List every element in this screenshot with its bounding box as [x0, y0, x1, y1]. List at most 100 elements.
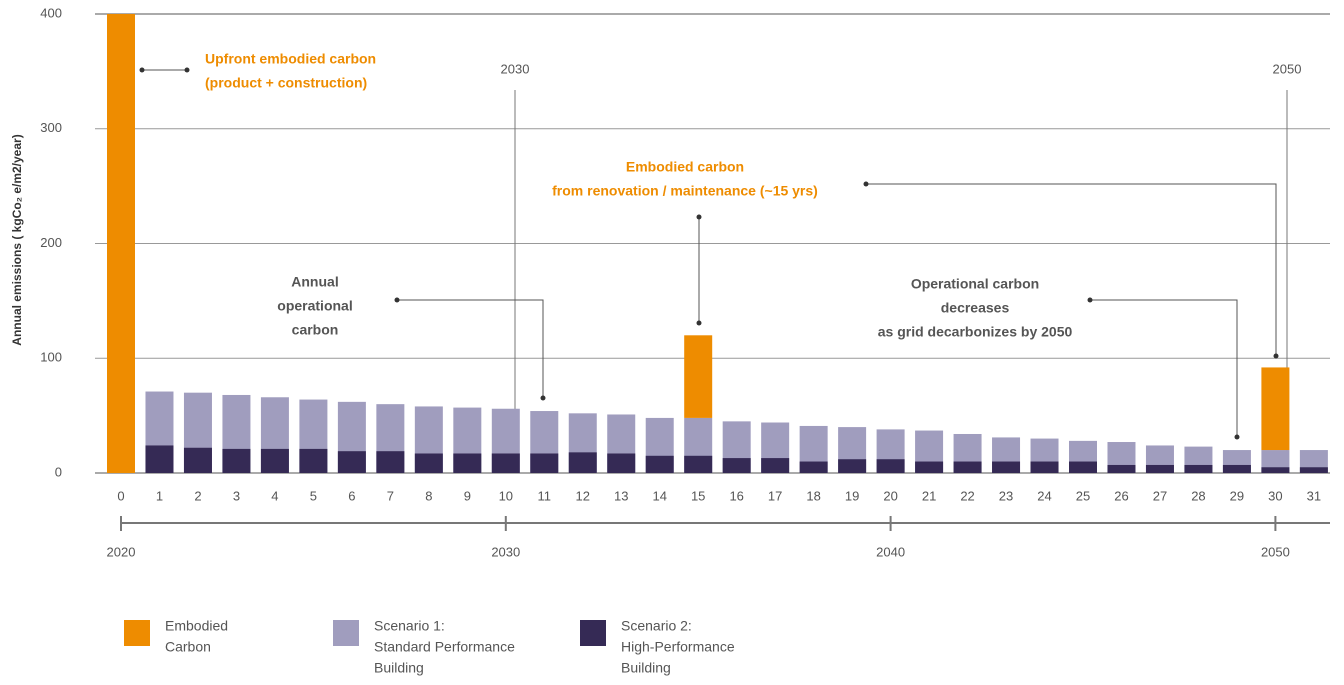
legend-label: Embodied [165, 618, 228, 634]
bar [1145, 464, 1174, 473]
legend-swatch [333, 620, 359, 646]
x-tick-label: 1 [156, 488, 163, 503]
x-tick-label: 2 [194, 488, 201, 503]
bar [915, 461, 944, 473]
legend-swatch [124, 620, 150, 646]
bar [607, 453, 636, 473]
bar [953, 461, 982, 473]
bar [568, 452, 597, 473]
y-tick-label: 400 [40, 5, 62, 20]
bar [1184, 464, 1213, 473]
legend-label: Scenario 1: [374, 618, 445, 634]
leader-dot [696, 320, 702, 326]
leader-line [1090, 299, 1238, 437]
y-tick-label: 300 [40, 120, 62, 135]
leader-line [866, 183, 1277, 356]
year-tick-label: 2020 [107, 544, 136, 559]
x-tick-label: 0 [117, 488, 124, 503]
leader-dot [394, 297, 400, 303]
bar [145, 445, 174, 473]
bar [645, 455, 674, 473]
y-tick-label: 0 [55, 464, 62, 479]
annotation: Embodied carbon [626, 159, 744, 175]
bar [722, 458, 751, 473]
reference-label: 2030 [501, 61, 530, 76]
annotation: operational [277, 298, 352, 314]
bar [453, 453, 482, 473]
x-tick-label: 24 [1037, 488, 1051, 503]
bar [761, 458, 790, 473]
bar [876, 459, 905, 473]
bar [1222, 464, 1251, 473]
x-tick-label: 4 [271, 488, 278, 503]
x-tick-label: 19 [845, 488, 859, 503]
x-tick-label: 22 [960, 488, 974, 503]
legend-label: Carbon [165, 639, 211, 655]
x-tick-label: 18 [806, 488, 820, 503]
bar [183, 447, 212, 473]
leader-dot [1087, 297, 1093, 303]
x-tick-label: 21 [922, 488, 936, 503]
annotation: Annual [291, 274, 338, 290]
x-tick-label: 14 [652, 488, 666, 503]
reference-label: 2050 [1273, 61, 1302, 76]
x-tick-label: 23 [999, 488, 1013, 503]
bar [1261, 367, 1290, 451]
legend-label: Building [621, 660, 671, 676]
bar [1107, 464, 1136, 473]
legend-label: Standard Performance [374, 639, 515, 655]
y-tick-label: 100 [40, 350, 62, 365]
leader-dot [863, 181, 869, 187]
x-tick-label: 15 [691, 488, 705, 503]
x-tick-label: 8 [425, 488, 432, 503]
year-tick-label: 2040 [876, 544, 905, 559]
x-tick-label: 9 [464, 488, 471, 503]
x-tick-label: 10 [499, 488, 513, 503]
bar [222, 448, 251, 473]
leader-dot [696, 214, 702, 220]
x-tick-label: 3 [233, 488, 240, 503]
legend-label: Building [374, 660, 424, 676]
bar [992, 461, 1021, 473]
x-tick-label: 28 [1191, 488, 1205, 503]
annotation: (product + construction) [205, 75, 367, 91]
bar [1299, 467, 1328, 473]
bar [337, 451, 366, 473]
legend-label: High-Performance [621, 639, 735, 655]
x-tick-label: 5 [310, 488, 317, 503]
leader-dot [184, 67, 190, 73]
bar [1030, 461, 1059, 473]
x-tick-label: 11 [538, 488, 552, 503]
bar [684, 335, 713, 418]
leader-dot [139, 67, 145, 73]
annotation: Upfront embodied carbon [205, 51, 376, 67]
bar [376, 451, 405, 473]
x-tick-label: 29 [1230, 488, 1244, 503]
bar [1069, 461, 1097, 473]
annotation: decreases [941, 300, 1010, 316]
x-tick-label: 30 [1268, 488, 1282, 503]
bar [684, 455, 713, 473]
x-tick-label: 12 [576, 488, 590, 503]
annotation: as grid decarbonizes by 2050 [878, 324, 1073, 340]
legend-swatch [580, 620, 606, 646]
x-tick-label: 25 [1076, 488, 1090, 503]
x-tick-label: 17 [768, 488, 782, 503]
x-tick-label: 31 [1307, 488, 1321, 503]
bar [107, 14, 135, 473]
annotation: Operational carbon [911, 276, 1039, 292]
bar [491, 453, 520, 473]
annotation: from renovation / maintenance (~15 yrs) [552, 183, 818, 199]
x-tick-label: 7 [387, 488, 394, 503]
year-tick-label: 2030 [491, 544, 520, 559]
bar [414, 453, 443, 473]
bar [799, 461, 828, 473]
bar [299, 448, 328, 473]
x-tick-label: 20 [883, 488, 897, 503]
leader-dot [1273, 353, 1279, 359]
leader-dot [540, 395, 546, 401]
legend-label: Scenario 2: [621, 618, 692, 634]
bar [260, 448, 289, 473]
year-tick-label: 2050 [1261, 544, 1290, 559]
